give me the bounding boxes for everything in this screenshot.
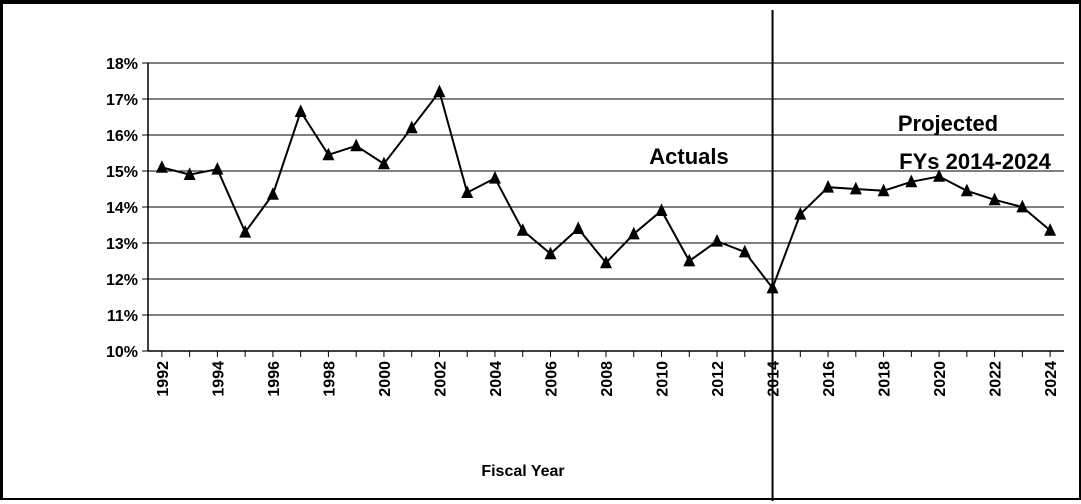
y-tick-label: 17% bbox=[106, 92, 138, 109]
x-tick-label: 1992 bbox=[155, 361, 172, 397]
data-point-marker bbox=[544, 246, 557, 260]
data-point-marker bbox=[488, 171, 501, 184]
data-point-marker bbox=[433, 84, 446, 98]
y-axis-tick-labels: 10% 11% 12% 13% 14% 15% 16% 17% 18% bbox=[106, 56, 138, 361]
y-tick-label: 13% bbox=[106, 236, 138, 253]
axes bbox=[142, 62, 1064, 357]
data-point-marker bbox=[294, 104, 307, 117]
x-tick-label: 2006 bbox=[543, 361, 560, 397]
y-tick-label: 12% bbox=[106, 272, 138, 289]
data-point-marker bbox=[738, 244, 751, 258]
data-point-marker bbox=[766, 280, 779, 294]
x-axis-title: Fiscal Year bbox=[481, 463, 564, 480]
x-tick-label: 2012 bbox=[710, 361, 727, 397]
data-point-marker bbox=[516, 223, 529, 236]
y-tick-label: 11% bbox=[107, 308, 138, 325]
data-point-marker bbox=[405, 120, 418, 134]
data-point-marker bbox=[905, 174, 918, 188]
x-axis-tick-labels: 1992 1994 1996 1998 2000 2002 2004 2006 2008 2010… bbox=[155, 361, 1060, 397]
data-point-marker bbox=[627, 226, 640, 240]
y-tick-label: 15% bbox=[106, 164, 138, 181]
x-tick-label: 2018 bbox=[877, 361, 894, 397]
data-point-marker bbox=[794, 207, 807, 220]
annotation-projected-range: FYs 2014-2024 bbox=[899, 149, 1051, 174]
y-tick-label: 18% bbox=[106, 56, 138, 73]
data-markers bbox=[155, 84, 1057, 294]
data-point-marker bbox=[211, 162, 224, 175]
data-point-marker bbox=[322, 147, 335, 161]
data-point-marker bbox=[377, 156, 390, 170]
data-point-marker bbox=[711, 234, 724, 247]
data-point-marker bbox=[877, 183, 890, 197]
data-point-marker bbox=[655, 203, 668, 216]
y-tick-label: 10% bbox=[106, 344, 138, 361]
y-tick-label: 16% bbox=[106, 128, 138, 145]
x-tick-label: 2008 bbox=[599, 361, 616, 397]
x-tick-label: 2002 bbox=[432, 361, 449, 397]
x-tick-label: 1996 bbox=[266, 361, 283, 397]
data-point-marker bbox=[1016, 199, 1029, 213]
data-point-marker bbox=[461, 185, 474, 198]
x-tick-label: 1994 bbox=[210, 361, 227, 397]
data-point-marker bbox=[683, 253, 696, 267]
gridlines bbox=[148, 62, 1064, 316]
annotation-projected: Projected bbox=[898, 111, 998, 136]
x-tick-label: 1998 bbox=[321, 361, 338, 397]
data-point-marker bbox=[239, 225, 252, 238]
x-tick-label: 2014 bbox=[766, 361, 783, 397]
data-point-marker bbox=[988, 192, 1001, 206]
annotation-actuals: Actuals bbox=[649, 144, 728, 169]
data-point-marker bbox=[183, 167, 196, 180]
data-point-marker bbox=[266, 187, 279, 200]
x-tick-label: 2022 bbox=[988, 361, 1005, 397]
data-point-marker bbox=[600, 255, 612, 269]
data-point-marker bbox=[572, 221, 585, 234]
line-chart: 10% 11% 12% 13% 14% 15% 16% 17% 18% 1992 1994 1996… bbox=[106, 10, 1064, 501]
data-point-marker bbox=[350, 138, 363, 152]
x-tick-label: 2004 bbox=[488, 361, 505, 397]
x-tick-label: 2016 bbox=[821, 361, 838, 397]
data-point-marker bbox=[933, 169, 946, 182]
y-tick-label: 14% bbox=[106, 200, 138, 217]
data-point-marker bbox=[960, 183, 973, 197]
x-tick-label: 2024 bbox=[1043, 361, 1060, 397]
data-point-marker bbox=[1044, 223, 1057, 236]
x-tick-label: 2000 bbox=[377, 361, 394, 397]
x-tick-label: 2020 bbox=[932, 361, 949, 397]
data-point-marker bbox=[822, 180, 835, 193]
data-point-marker bbox=[849, 181, 862, 195]
x-tick-label: 2010 bbox=[655, 361, 672, 397]
data-point-marker bbox=[155, 160, 168, 173]
